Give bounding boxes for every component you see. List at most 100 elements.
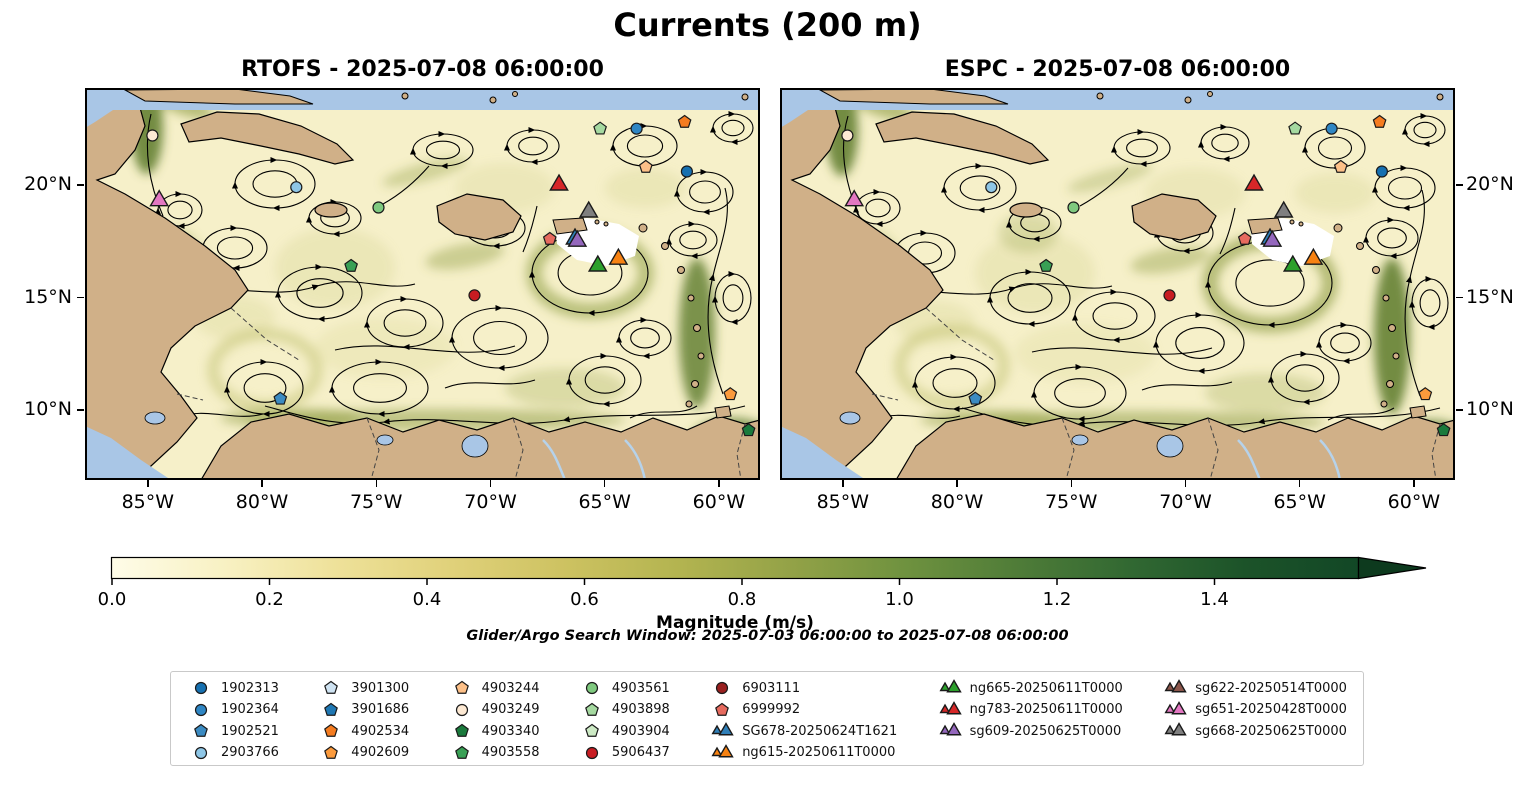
y-tick-mark — [1456, 409, 1463, 411]
x-tick-mark — [956, 480, 958, 487]
legend-label: ng783-20250611T0000 — [969, 702, 1123, 718]
y-tick-label: 15°N — [24, 285, 72, 308]
colorbar-tick-label: 0.6 — [570, 589, 599, 610]
panel-title-rtofs: RTOFS - 2025-07-08 06:00:00 — [241, 57, 604, 82]
map-marker-sg668-20250625T0000 — [578, 200, 599, 218]
x-tick-label: 85°W — [121, 491, 175, 513]
legend-entry-1902521: 1902521 — [187, 721, 279, 742]
panel-title-espc: ESPC - 2025-07-08 06:00:00 — [944, 57, 1291, 82]
map-marker-1902313 — [1375, 165, 1389, 178]
legend-label: 6999992 — [742, 702, 801, 718]
legend-label: sg651-20250428T0000 — [1195, 702, 1347, 718]
x-tick-mark — [1413, 480, 1415, 487]
map-marker-5906437 — [468, 289, 481, 302]
x-tick-mark — [1070, 480, 1072, 487]
legend-label: ng615-20250611T0000 — [742, 745, 896, 761]
legend-label: sg668-20250625T0000 — [1195, 723, 1347, 739]
map-espc — [780, 88, 1455, 480]
pentagon-marker-icon — [324, 745, 339, 759]
legend-label: 3901300 — [351, 680, 410, 696]
x-tick-mark — [603, 480, 606, 487]
circle-marker-icon — [194, 746, 208, 759]
legend-label: 3901686 — [351, 702, 410, 718]
map-marker-6999992 — [1237, 231, 1252, 245]
pentagon-marker-icon — [454, 681, 469, 695]
legend-label: SG678-20250624T1621 — [742, 723, 898, 739]
legend-label: 2903766 — [221, 745, 279, 761]
colorbar-tick-label: 1.0 — [885, 589, 914, 610]
map-marker-4902534 — [677, 114, 692, 128]
legend-entry-5906437: 5906437 — [578, 743, 670, 764]
map-marker-4903561 — [372, 201, 385, 214]
map-marker-4903558 — [1039, 258, 1053, 272]
x-tick-label: 65°W — [578, 491, 631, 513]
legend-label: 4903340 — [481, 723, 540, 739]
legend-label: 4903244 — [481, 680, 540, 696]
pentagon-marker-icon — [324, 681, 339, 695]
map-marker-4903898 — [593, 121, 607, 135]
y-tick-mark — [77, 296, 84, 299]
search-window-subtitle: Glider/Argo Search Window: 2025-07-03 06… — [466, 628, 1069, 644]
pentagon-marker-icon — [715, 702, 730, 716]
legend-entry-4902609: 4902609 — [317, 743, 409, 764]
figure-title: Currents (200 m) — [613, 6, 922, 44]
map-marker-sg668-20250625T0000 — [1273, 200, 1294, 218]
map-marker-4902534 — [1372, 114, 1387, 128]
map-marker-4903244 — [1333, 159, 1348, 173]
map-marker-1902313 — [680, 165, 694, 178]
legend-entry-ng665-20250611T0000: ng665-20250611T0000 — [936, 678, 1123, 699]
map-marker-sg609-20250625T0000 — [567, 229, 588, 247]
x-tick-mark — [261, 480, 263, 487]
map-marker-4903340 — [1436, 423, 1451, 437]
legend-label: 4903904 — [611, 723, 670, 739]
map-marker-5906437 — [1163, 289, 1176, 302]
x-tick-mark — [718, 480, 720, 487]
legend-entry-1902313: 1902313 — [187, 678, 279, 699]
colorbar-tick-label: 0.8 — [727, 589, 757, 610]
pentagon-marker-icon — [585, 724, 599, 738]
legend-label: 4902534 — [351, 723, 410, 739]
map-marker-2903766 — [985, 181, 998, 194]
y-tick-mark — [1456, 296, 1463, 299]
circle-marker-icon — [585, 682, 598, 695]
legend-entry-sg609-20250625T0000: sg609-20250625T0000 — [936, 721, 1123, 742]
x-tick-label: 85°W — [816, 491, 870, 513]
x-tick-mark — [1184, 480, 1187, 487]
legend-entry-sg668-20250625T0000: sg668-20250625T0000 — [1161, 721, 1347, 742]
legend-label: 4903898 — [611, 702, 670, 718]
x-tick-mark — [375, 480, 377, 487]
circle-marker-icon — [194, 703, 208, 716]
legend-label: 4903558 — [481, 745, 540, 761]
legend-label: 6903111 — [742, 680, 801, 696]
y-tick-label: 20°N — [24, 173, 72, 195]
colorbar-tick-label: 0.0 — [97, 589, 127, 610]
y-tick-label: 15°N — [1466, 285, 1514, 308]
pentagon-marker-icon — [324, 724, 339, 738]
legend-column: 1902313 1902364 1902521 2903766 — [187, 678, 279, 763]
circle-marker-icon — [585, 746, 598, 759]
map-marker-4903249 — [841, 129, 854, 142]
x-tick-mark — [842, 480, 844, 487]
y-tick-mark — [77, 184, 84, 186]
pentagon-marker-icon — [454, 724, 469, 738]
legend-label: 1902364 — [221, 702, 279, 718]
legend-entry-4903904: 4903904 — [578, 721, 670, 742]
map-marker-4902609 — [1418, 387, 1433, 401]
map-marker-ng783-20250611T0000 — [1244, 173, 1264, 191]
legend-label: 4903561 — [611, 680, 670, 696]
map-marker-sg609-20250625T0000 — [1262, 229, 1283, 247]
legend-entry-4903244: 4903244 — [448, 678, 540, 699]
legend-label: sg609-20250625T0000 — [969, 723, 1122, 739]
legend-column: 4903244 4903249 4903340 4903558 — [448, 678, 540, 763]
map-marker-1902364 — [1325, 122, 1338, 135]
legend-entry-4902534: 4902534 — [317, 721, 409, 742]
triangle-marker-icon — [711, 743, 734, 758]
colorbar — [110, 556, 1427, 585]
legend-entry-sg622-20250514T0000: sg622-20250514T0000 — [1161, 678, 1347, 699]
map-marker-6999992 — [542, 231, 557, 245]
map-marker-ng665-20250611T0000 — [587, 254, 608, 272]
legend: 1902313 1902364 1902521 2903766 3901300 39016… — [170, 671, 1364, 766]
legend-entry-sg651-20250428T0000: sg651-20250428T0000 — [1161, 700, 1347, 721]
map-marker-4903561 — [1067, 201, 1080, 214]
